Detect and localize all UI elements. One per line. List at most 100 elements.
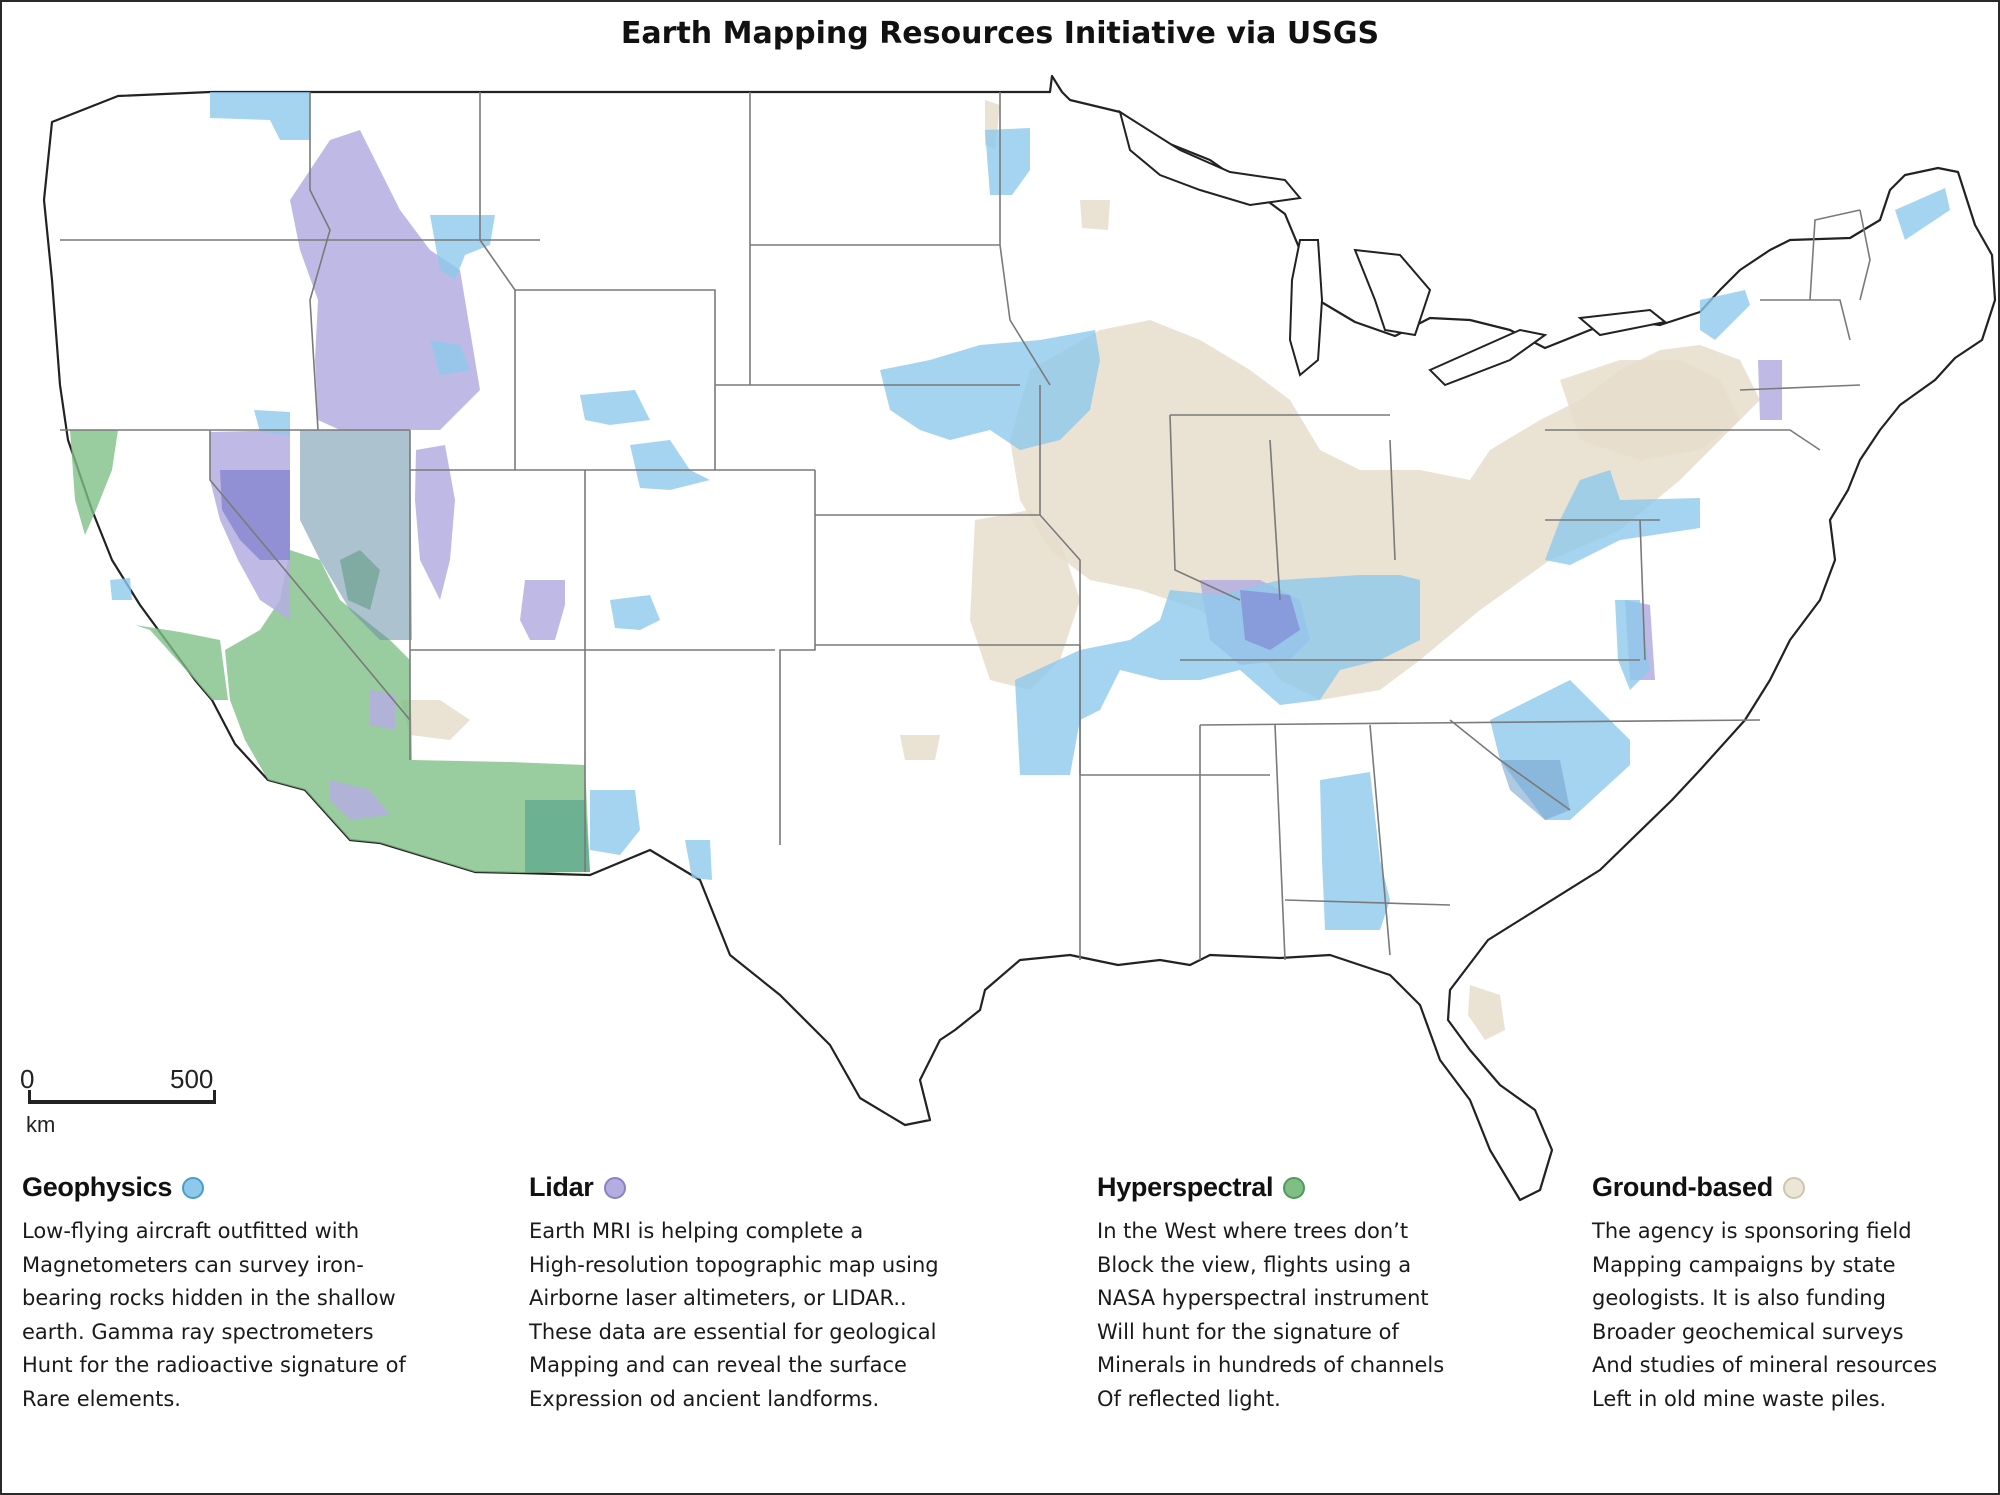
legend-description-line: Airborne laser altimeters, or LIDAR.. (529, 1286, 907, 1311)
legend-label: Ground-based (1592, 1172, 1773, 1202)
legend-description-line: Of reflected light. (1097, 1386, 1281, 1411)
geophysics-area (685, 840, 712, 880)
state-border (1809, 209, 1861, 301)
hyperspectral-area (135, 625, 228, 700)
lidar-area (520, 580, 565, 640)
geophysics-area (590, 790, 640, 855)
legend-description-line: Low-flying aircraft outfitted with (22, 1219, 360, 1243)
overlap-area (1500, 760, 1570, 820)
scale-unit-label: km (26, 1112, 56, 1137)
ground-based-area (1468, 985, 1505, 1040)
lake-ontario (1577, 308, 1668, 337)
lidar-area (290, 130, 480, 430)
state-border (999, 92, 1051, 386)
state-border (1369, 724, 1391, 956)
state-border (779, 470, 816, 845)
scale-end-label: 500 (170, 1064, 214, 1094)
legend-description-line: bearing rocks hidden in the shallow (22, 1286, 396, 1311)
legend-description-line: Hunt for the radioactive signature of (22, 1353, 406, 1378)
overlap-area (220, 470, 290, 560)
geophysics-area (430, 215, 495, 280)
legend-description-line: Mapping and can reveal the surface (529, 1353, 907, 1378)
geophysics-area (1320, 772, 1390, 930)
state-border (1449, 719, 1571, 811)
scale-line (28, 1100, 216, 1104)
great-lakes (1118, 109, 1668, 387)
legend-description-line: In the West where trees don’t (1097, 1219, 1409, 1243)
geophysics-area (1015, 575, 1420, 775)
lidar-area (370, 690, 395, 730)
ground-based-area (900, 735, 940, 760)
legend-swatch (1782, 1176, 1805, 1199)
state-borders (60, 92, 1871, 961)
state-border (1639, 519, 1646, 661)
legend-header: Geophysics (22, 1172, 442, 1203)
overlap-area (525, 800, 590, 872)
map-title: Earth Mapping Resources Initiative via U… (620, 16, 1380, 51)
legend-header: Ground-based (1592, 1172, 2000, 1203)
legend-description-line: These data are essential for geological (529, 1319, 937, 1344)
state-border (1269, 439, 1281, 601)
legend-label: Lidar (529, 1172, 594, 1202)
scale-tick (213, 1090, 216, 1104)
hyperspectral-area (70, 430, 118, 535)
geophysics-area (880, 330, 1100, 450)
overlap-areas (220, 430, 1570, 872)
legend-header: Hyperspectral (1097, 1172, 1517, 1203)
lake-erie (1428, 328, 1548, 387)
lidar-area (330, 780, 390, 820)
legend-hyperspectral: Hyperspectral In the West where trees do… (1097, 1172, 1517, 1417)
state-border (515, 289, 716, 470)
ground-based-area (1080, 200, 1110, 230)
legend-description-line: Minerals in hundreds of channels (1097, 1353, 1445, 1378)
legend-description-line: Will hunt for the signature of (1097, 1319, 1399, 1344)
scale-start-label: 0 (20, 1064, 35, 1094)
legend-label: Geophysics (22, 1172, 173, 1202)
legend-description-line: earth. Gamma ray spectrometers (22, 1319, 374, 1344)
legend-description-line: High-resolution topographic map using (529, 1252, 939, 1277)
ground-based-area (400, 700, 470, 740)
geophysics-area (1615, 600, 1650, 690)
legend-description-line: Broader geochemical surveys (1592, 1319, 1904, 1344)
legend-description-line: Expression od ancient landforms. (529, 1386, 880, 1411)
geophysics-area (1895, 188, 1950, 240)
legend-lidar: Lidar Earth MRI is helping complete a Hi… (529, 1172, 949, 1417)
scale-bar: 0 500 km (20, 1060, 240, 1140)
state-border (1284, 899, 1451, 906)
legend-description-line: Magnetometers can survey iron- (22, 1252, 364, 1277)
scale-tick (28, 1090, 31, 1104)
state-border (1739, 384, 1861, 391)
state-border (309, 92, 331, 431)
state-border (1859, 209, 1871, 301)
state-border (1389, 439, 1396, 561)
geophysics-area (630, 440, 710, 490)
legend-description-line: Mapping campaigns by state (1592, 1252, 1896, 1277)
hyperspectral-area (225, 550, 590, 873)
ground-based-area (1560, 360, 1740, 460)
geophysics-area (254, 410, 290, 435)
state-border (1760, 299, 1851, 341)
legend-swatch (603, 1176, 626, 1199)
state-border (479, 92, 516, 291)
overlap-area (300, 430, 412, 640)
legend-geophysics: Geophysics Low-flying aircraft outfitted… (22, 1172, 442, 1417)
lake-huron (1353, 248, 1432, 337)
legend-ground-based: Ground-based The agency is sponsoring fi… (1592, 1172, 2000, 1417)
state-border (209, 430, 411, 721)
geophysics-area (210, 92, 310, 140)
lidar-area (415, 445, 455, 600)
legend-swatch (1283, 1176, 1306, 1199)
state-border (1199, 719, 1761, 726)
geophysics-area (1700, 290, 1750, 340)
state-border (1274, 724, 1286, 961)
geophysics-area (1545, 470, 1700, 565)
legend-description-line: The agency is sponsoring field (1592, 1219, 1912, 1243)
legend-swatch (182, 1176, 205, 1199)
legend-description-line: geologists. It is also funding (1592, 1286, 1886, 1311)
geophysics-area (580, 390, 650, 425)
legend-header: Lidar (529, 1172, 949, 1203)
lake-michigan (1288, 239, 1324, 377)
geophysics-area (985, 128, 1030, 195)
legend-description-line: NASA hyperspectral instrument (1097, 1286, 1429, 1311)
